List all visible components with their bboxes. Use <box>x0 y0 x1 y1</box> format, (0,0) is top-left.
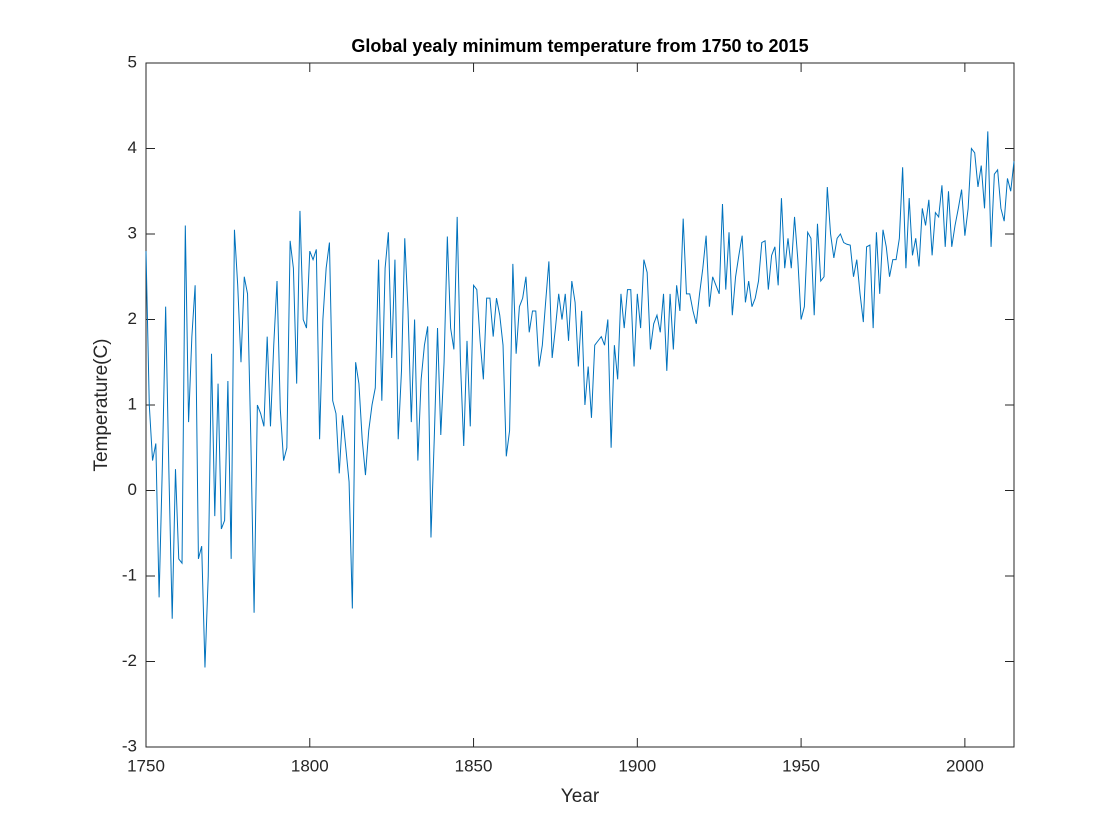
x-tick-label: 1850 <box>455 756 493 775</box>
x-tick-label: 1900 <box>618 756 656 775</box>
y-tick-label: -2 <box>122 651 137 670</box>
plot-area <box>145 62 1015 748</box>
y-axis-label: Temperature(C) <box>91 338 112 471</box>
y-tick-label: 3 <box>128 223 137 242</box>
x-tick-label: 2000 <box>946 756 984 775</box>
y-tick-label: 4 <box>128 138 137 157</box>
chart-title: Global yealy minimum temperature from 17… <box>351 36 808 56</box>
y-tick-label: 2 <box>128 309 137 328</box>
y-tick-label: 0 <box>128 480 137 499</box>
y-tick-label: -1 <box>122 565 137 584</box>
x-axis-label: Year <box>561 786 600 807</box>
x-tick-label: 1800 <box>291 756 329 775</box>
y-tick-label: 1 <box>128 394 137 413</box>
y-tick-label: -3 <box>122 736 137 755</box>
data-line <box>145 131 1015 668</box>
y-tick-label: 5 <box>128 52 137 71</box>
x-tick-label: 1950 <box>782 756 820 775</box>
x-tick-label: 1750 <box>127 756 165 775</box>
